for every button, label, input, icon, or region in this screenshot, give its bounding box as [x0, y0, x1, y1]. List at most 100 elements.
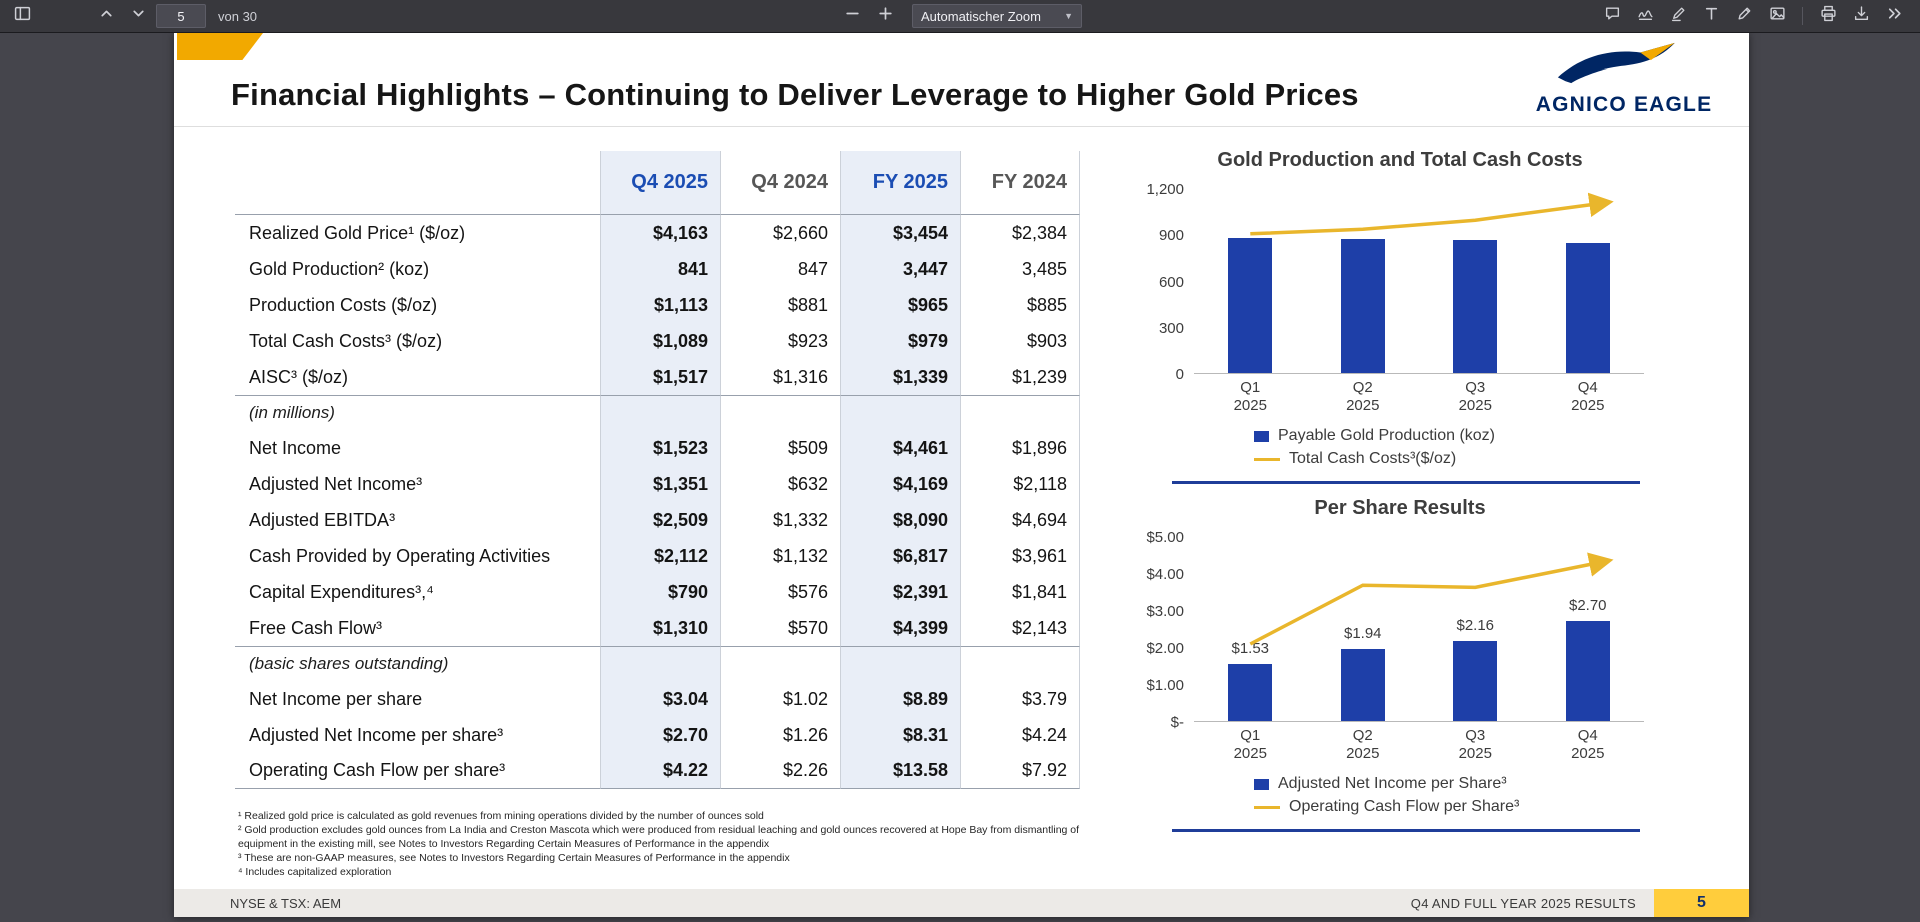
cell-value: $1,239: [960, 359, 1080, 395]
toolbar-left-group: von 30: [0, 3, 257, 29]
y-axis-tick: $5.00: [1146, 529, 1184, 546]
toolbar-right-group: [1598, 3, 1920, 29]
zoom-level-select[interactable]: Automatischer Zoom ▼: [912, 4, 1082, 28]
more-tools-icon: [1886, 5, 1903, 27]
next-page-button[interactable]: [124, 3, 152, 29]
legend-label: Adjusted Net Income per Share³: [1278, 775, 1507, 792]
cell-value: $903: [960, 323, 1080, 359]
x-axis-labels: Q1 2025 Q2 2025 Q3 2025 Q4 2025: [1194, 379, 1644, 415]
sidebar-toggle-icon: [14, 5, 31, 27]
add-comment-button[interactable]: [1598, 3, 1626, 29]
viewer-scroll-area[interactable]: Financial Highlights – Continuing to Del…: [0, 32, 1920, 922]
zoom-in-button[interactable]: [871, 3, 899, 29]
row-label: Adjusted EBITDA³: [249, 509, 396, 530]
save-button[interactable]: [1847, 3, 1875, 29]
column-header: Q4 2025: [600, 151, 720, 215]
signature-icon: [1637, 5, 1654, 27]
slide-title: Financial Highlights – Continuing to Del…: [231, 77, 1359, 112]
cell-value: $3,961: [960, 538, 1080, 574]
highlight-tool-button[interactable]: [1664, 3, 1692, 29]
cell-value: $4,169: [840, 466, 960, 502]
cell-value: $881: [720, 287, 840, 323]
zoom-select-chevron-icon: ▼: [1064, 11, 1073, 21]
zoom-out-button[interactable]: [838, 3, 866, 29]
legend-label: Operating Cash Flow per Share³: [1289, 798, 1520, 815]
legend-item: Adjusted Net Income per Share³: [1254, 775, 1664, 793]
financial-table: Q4 2025 Q4 2024 FY 2025 FY 2024 Realized Gol…: [235, 151, 1080, 789]
eagle-icon: [1557, 42, 1675, 84]
cell-value: $6,817: [840, 538, 960, 574]
sidebar-toggle-button[interactable]: [8, 3, 36, 29]
cell-value: $632: [720, 466, 840, 502]
bar-q4-2025: [1565, 621, 1610, 721]
previous-page-button[interactable]: [92, 3, 120, 29]
bar-legend-swatch-icon: [1254, 430, 1269, 442]
insert-image-button[interactable]: [1763, 3, 1791, 29]
y-axis-tick: $2.00: [1146, 640, 1184, 657]
row-label: Cash Provided by Operating Activities: [249, 545, 551, 566]
cell-value: $1,523: [600, 430, 720, 466]
row-label: Operating Cash Flow per share³: [235, 753, 600, 789]
column-header: FY 2025: [840, 151, 960, 215]
row-label: Free Cash Flow³: [249, 617, 383, 638]
cell-value: $979: [840, 323, 960, 359]
bar-q2-2025: [1340, 239, 1385, 373]
y-axis-tick: $3.00: [1146, 603, 1184, 620]
cell-value: $965: [840, 287, 960, 323]
chart-title: Per Share Results: [1314, 497, 1486, 519]
y-axis-tick: $1.00: [1146, 677, 1184, 694]
draw-icon: [1736, 5, 1753, 27]
x-axis-label: Q1 2025: [1233, 379, 1267, 414]
cell-value: $7.92: [960, 753, 1080, 789]
row-label: Gold Production² (koz): [249, 258, 430, 279]
footnote-3: ³ These are non-GAAP measures, see Notes…: [238, 851, 790, 864]
page-number-input[interactable]: [156, 4, 206, 28]
cell-value: $4,399: [840, 610, 960, 646]
x-axis-label: Q4 2025: [1571, 379, 1605, 414]
y-axis-tick: 0: [1175, 366, 1184, 383]
text-tool-icon: [1703, 5, 1720, 27]
cell-value: $1,132: [720, 538, 840, 574]
chart-underline: [1172, 829, 1640, 832]
cell-value: $4.24: [960, 717, 1080, 753]
highlighter-icon: [1670, 5, 1687, 27]
print-button[interactable]: [1814, 3, 1842, 29]
line-legend-swatch-icon: [1254, 805, 1280, 809]
cell-value: $8.89: [840, 681, 960, 717]
add-signature-button[interactable]: [1631, 3, 1659, 29]
section-spacer: [720, 646, 840, 681]
bar-q3-2025: [1453, 239, 1498, 373]
pdf-page: Financial Highlights – Continuing to Del…: [174, 33, 1749, 917]
gold-production-chart: Gold Production and Total Cash Costs 1,2…: [1136, 149, 1664, 484]
cell-value: 3,485: [960, 251, 1080, 287]
zoom-out-icon: [844, 5, 861, 27]
pdf-toolbar: von 30 Automatischer Zoom ▼: [0, 0, 1920, 33]
line-series: [1250, 192, 1614, 236]
row-label: Capital Expenditures³,⁴: [249, 581, 434, 602]
slide-page-number: 5: [1654, 889, 1749, 917]
plot-area: 1,200 900 600 300 0: [1146, 181, 1644, 383]
text-tool-button[interactable]: [1697, 3, 1725, 29]
bar-value-label: $1.94: [1343, 625, 1382, 643]
page-count-label: von 30: [218, 8, 258, 24]
cell-value: $1,841: [960, 574, 1080, 610]
footnote-1: ¹ Realized gold price is calculated as g…: [238, 810, 764, 822]
footnote-4: ⁴ Includes capitalized exploration: [238, 865, 392, 878]
line-legend-swatch-icon: [1254, 457, 1280, 461]
cell-value: $2,143: [960, 610, 1080, 646]
line-series: [1249, 552, 1614, 646]
legend-label: Payable Gold Production (koz): [1278, 427, 1495, 444]
results-label: Q4 AND FULL YEAR 2025 RESULTS: [1410, 895, 1636, 911]
row-label: Total Cash Costs³ ($/oz): [249, 330, 443, 351]
draw-tool-button[interactable]: [1730, 3, 1758, 29]
cell-value: $1,310: [600, 610, 720, 646]
cell-value: $2,509: [600, 502, 720, 538]
cell-value: $8,090: [840, 502, 960, 538]
cell-value: $8.31: [840, 717, 960, 753]
cell-value: $2,384: [960, 215, 1080, 251]
cell-value: $2,118: [960, 466, 1080, 502]
more-tools-button[interactable]: [1880, 3, 1908, 29]
x-axis-label: Q2 2025: [1346, 727, 1380, 762]
bar-q3-2025: [1453, 641, 1498, 721]
y-axis-tick: 300: [1158, 319, 1184, 337]
